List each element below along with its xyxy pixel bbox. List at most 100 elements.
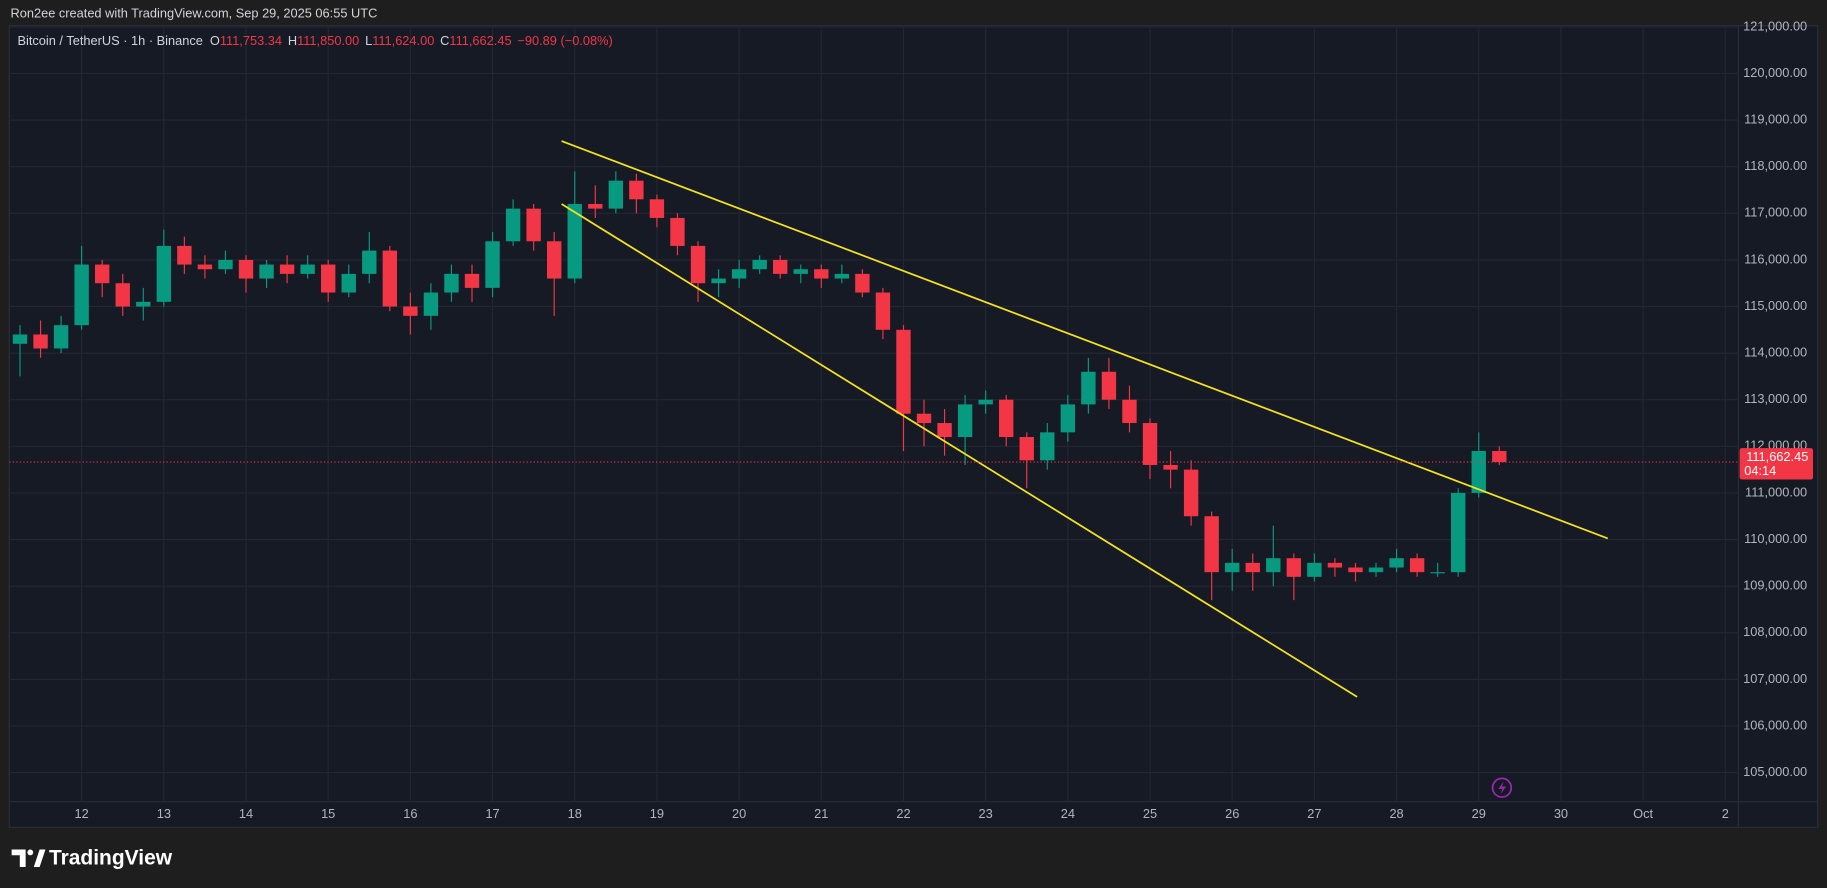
x-tick-label: 24 [1061, 806, 1075, 821]
candle-body [12, 334, 28, 344]
candle-body [649, 199, 665, 218]
candle-body [115, 283, 130, 307]
last-price-label: 111,662.45 [1746, 449, 1808, 464]
logo-text: TradingView [49, 846, 173, 869]
x-tick-label: 29 [1472, 806, 1486, 821]
candle-body [53, 325, 69, 349]
candle-body [485, 241, 500, 288]
candle-body [711, 278, 726, 284]
logo: TradingView [11, 846, 173, 869]
candle-body [957, 404, 973, 438]
candle-body [1225, 562, 1240, 573]
candle-body [320, 264, 336, 293]
x-tick-label: 12 [75, 806, 89, 821]
ohlc-key: O [210, 33, 220, 48]
candle-body [1492, 450, 1507, 463]
trend-line [561, 203, 1358, 698]
candle-body [505, 208, 521, 242]
x-tick-label: 19 [650, 806, 664, 821]
candle-body [814, 269, 829, 279]
candle-body [1040, 432, 1055, 461]
candle-body [978, 399, 993, 405]
candle-body [423, 292, 439, 316]
x-tick-label: 27 [1307, 806, 1321, 821]
candle-body [1245, 562, 1260, 573]
x-tick-label: 17 [485, 806, 499, 821]
x-tick-label: 25 [1143, 806, 1157, 821]
ohlc-value: 111,624.00 [372, 33, 434, 48]
candle-body [403, 306, 418, 316]
x-tick-label: 18 [568, 806, 582, 821]
x-tick-label: 26 [1225, 806, 1239, 821]
candle-body [916, 413, 932, 424]
ohlc-value: 111,850.00 [297, 33, 359, 48]
candle-body [197, 264, 213, 270]
axes: 105,000.00 106,000.00 107,000.00 108,000.00… [17, 18, 1814, 821]
candles [12, 171, 1507, 601]
x-tick-label: 22 [896, 806, 910, 821]
candle-body [773, 259, 788, 274]
grid [9, 25, 1739, 802]
x-tick-label: 21 [814, 806, 828, 821]
candle-body [1430, 572, 1445, 574]
candle-body [1101, 371, 1117, 400]
candle-body [1389, 558, 1404, 568]
x-tick-label: 28 [1389, 806, 1403, 821]
y-tick-label: 111,000.00 [1745, 484, 1807, 499]
candle-body [1471, 450, 1486, 493]
candle-body [670, 217, 685, 246]
y-tick-label: 105,000.00 [1743, 764, 1807, 779]
candle-body [1142, 423, 1158, 465]
candle-body [1451, 492, 1466, 573]
candle-body [259, 264, 274, 279]
candle-body [156, 245, 172, 302]
candle-body [1327, 562, 1343, 568]
candle-body [793, 269, 808, 274]
candle-body [1183, 469, 1199, 517]
y-tick-label: 116,000.00 [1744, 251, 1807, 266]
x-tick-label: Oct [1633, 806, 1653, 821]
ohlc-value: 111,753.34 [220, 33, 282, 48]
ohlc-key: C [440, 33, 449, 48]
candle-body [855, 273, 870, 293]
chart-header: Bitcoin / TetherUS · 1h · Binance O111,75… [17, 33, 612, 48]
candle-body [74, 264, 89, 326]
x-tick-label: 23 [979, 806, 993, 821]
candle-body [1163, 464, 1178, 470]
candle-body [1081, 371, 1096, 405]
y-tick-label: 121,000.00 [1743, 18, 1807, 33]
candle-body [875, 292, 891, 330]
ohlc-value: 111,662.45 [449, 33, 511, 48]
x-tick-label: 13 [157, 806, 171, 821]
candle-body [567, 203, 582, 279]
y-tick-label: 108,000.00 [1743, 624, 1807, 639]
candle-body [362, 250, 377, 274]
candle-body [218, 259, 233, 270]
candle-body [1286, 558, 1302, 577]
y-tick-label: 114,000.00 [1744, 345, 1807, 360]
candle-body [1307, 562, 1322, 577]
candle-body [608, 180, 624, 209]
candle-body [588, 203, 603, 209]
candle-body [731, 269, 747, 279]
candle-body [444, 273, 459, 293]
y-tick-label: 115,000.00 [1744, 298, 1807, 313]
candle-body [238, 259, 254, 279]
candle-body [690, 245, 706, 284]
trend-line [561, 140, 1609, 540]
candle-body [526, 208, 541, 242]
x-tick-label: 20 [732, 806, 746, 821]
candle-body [1348, 567, 1363, 573]
alert-icon [1491, 777, 1513, 798]
x-tick-label: 14 [239, 806, 253, 821]
candle-body [896, 329, 911, 414]
y-tick-label: 107,000.00 [1743, 671, 1807, 686]
candle-body [547, 241, 562, 279]
candle-body [300, 264, 315, 274]
x-tick-label: 2 [1722, 806, 1729, 821]
y-tick-label: 117,000.00 [1744, 205, 1807, 220]
candle-body [834, 273, 850, 279]
y-tick-label: 119,000.00 [1744, 111, 1807, 126]
